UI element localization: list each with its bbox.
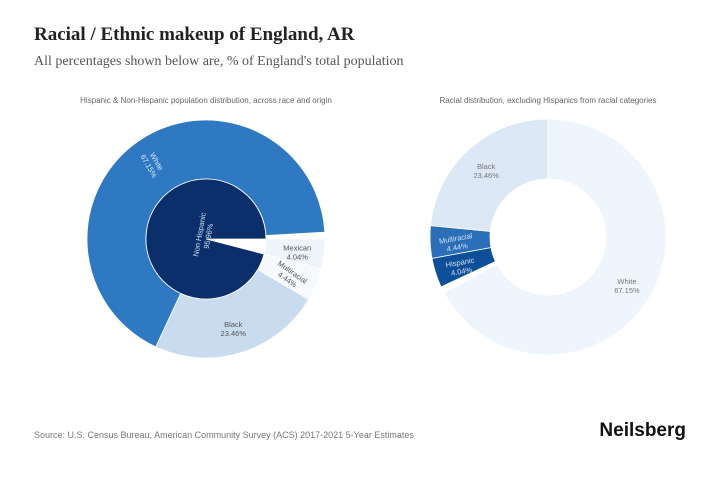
label-mexican: Mexican 4.04% xyxy=(283,244,311,262)
slice-non-hispanic xyxy=(145,178,267,300)
brand-logo: Neilsberg xyxy=(599,420,686,441)
source-note: Source: U.S. Census Bureau, American Com… xyxy=(34,430,414,440)
page-title: Racial / Ethnic makeup of England, AR xyxy=(34,24,355,45)
donut-label-white: White 67.15% xyxy=(614,277,640,295)
page-subtitle: All percentages shown below are, % of En… xyxy=(34,54,404,69)
donut-label-multiracial: Multiracial4.44% xyxy=(438,231,475,255)
donut-slice-white xyxy=(443,118,667,356)
label-black: Black 23.46% xyxy=(221,320,247,338)
donut-slice-black xyxy=(430,118,549,232)
donut-label-hispanic: Hispanic4.04% xyxy=(445,256,477,279)
left-chart-title: Hispanic & Non-Hispanic population distr… xyxy=(80,96,332,105)
right-chart-title: Racial distribution, excluding Hispanics… xyxy=(439,96,657,105)
donut-label-black: Black 23.46% xyxy=(473,162,499,180)
